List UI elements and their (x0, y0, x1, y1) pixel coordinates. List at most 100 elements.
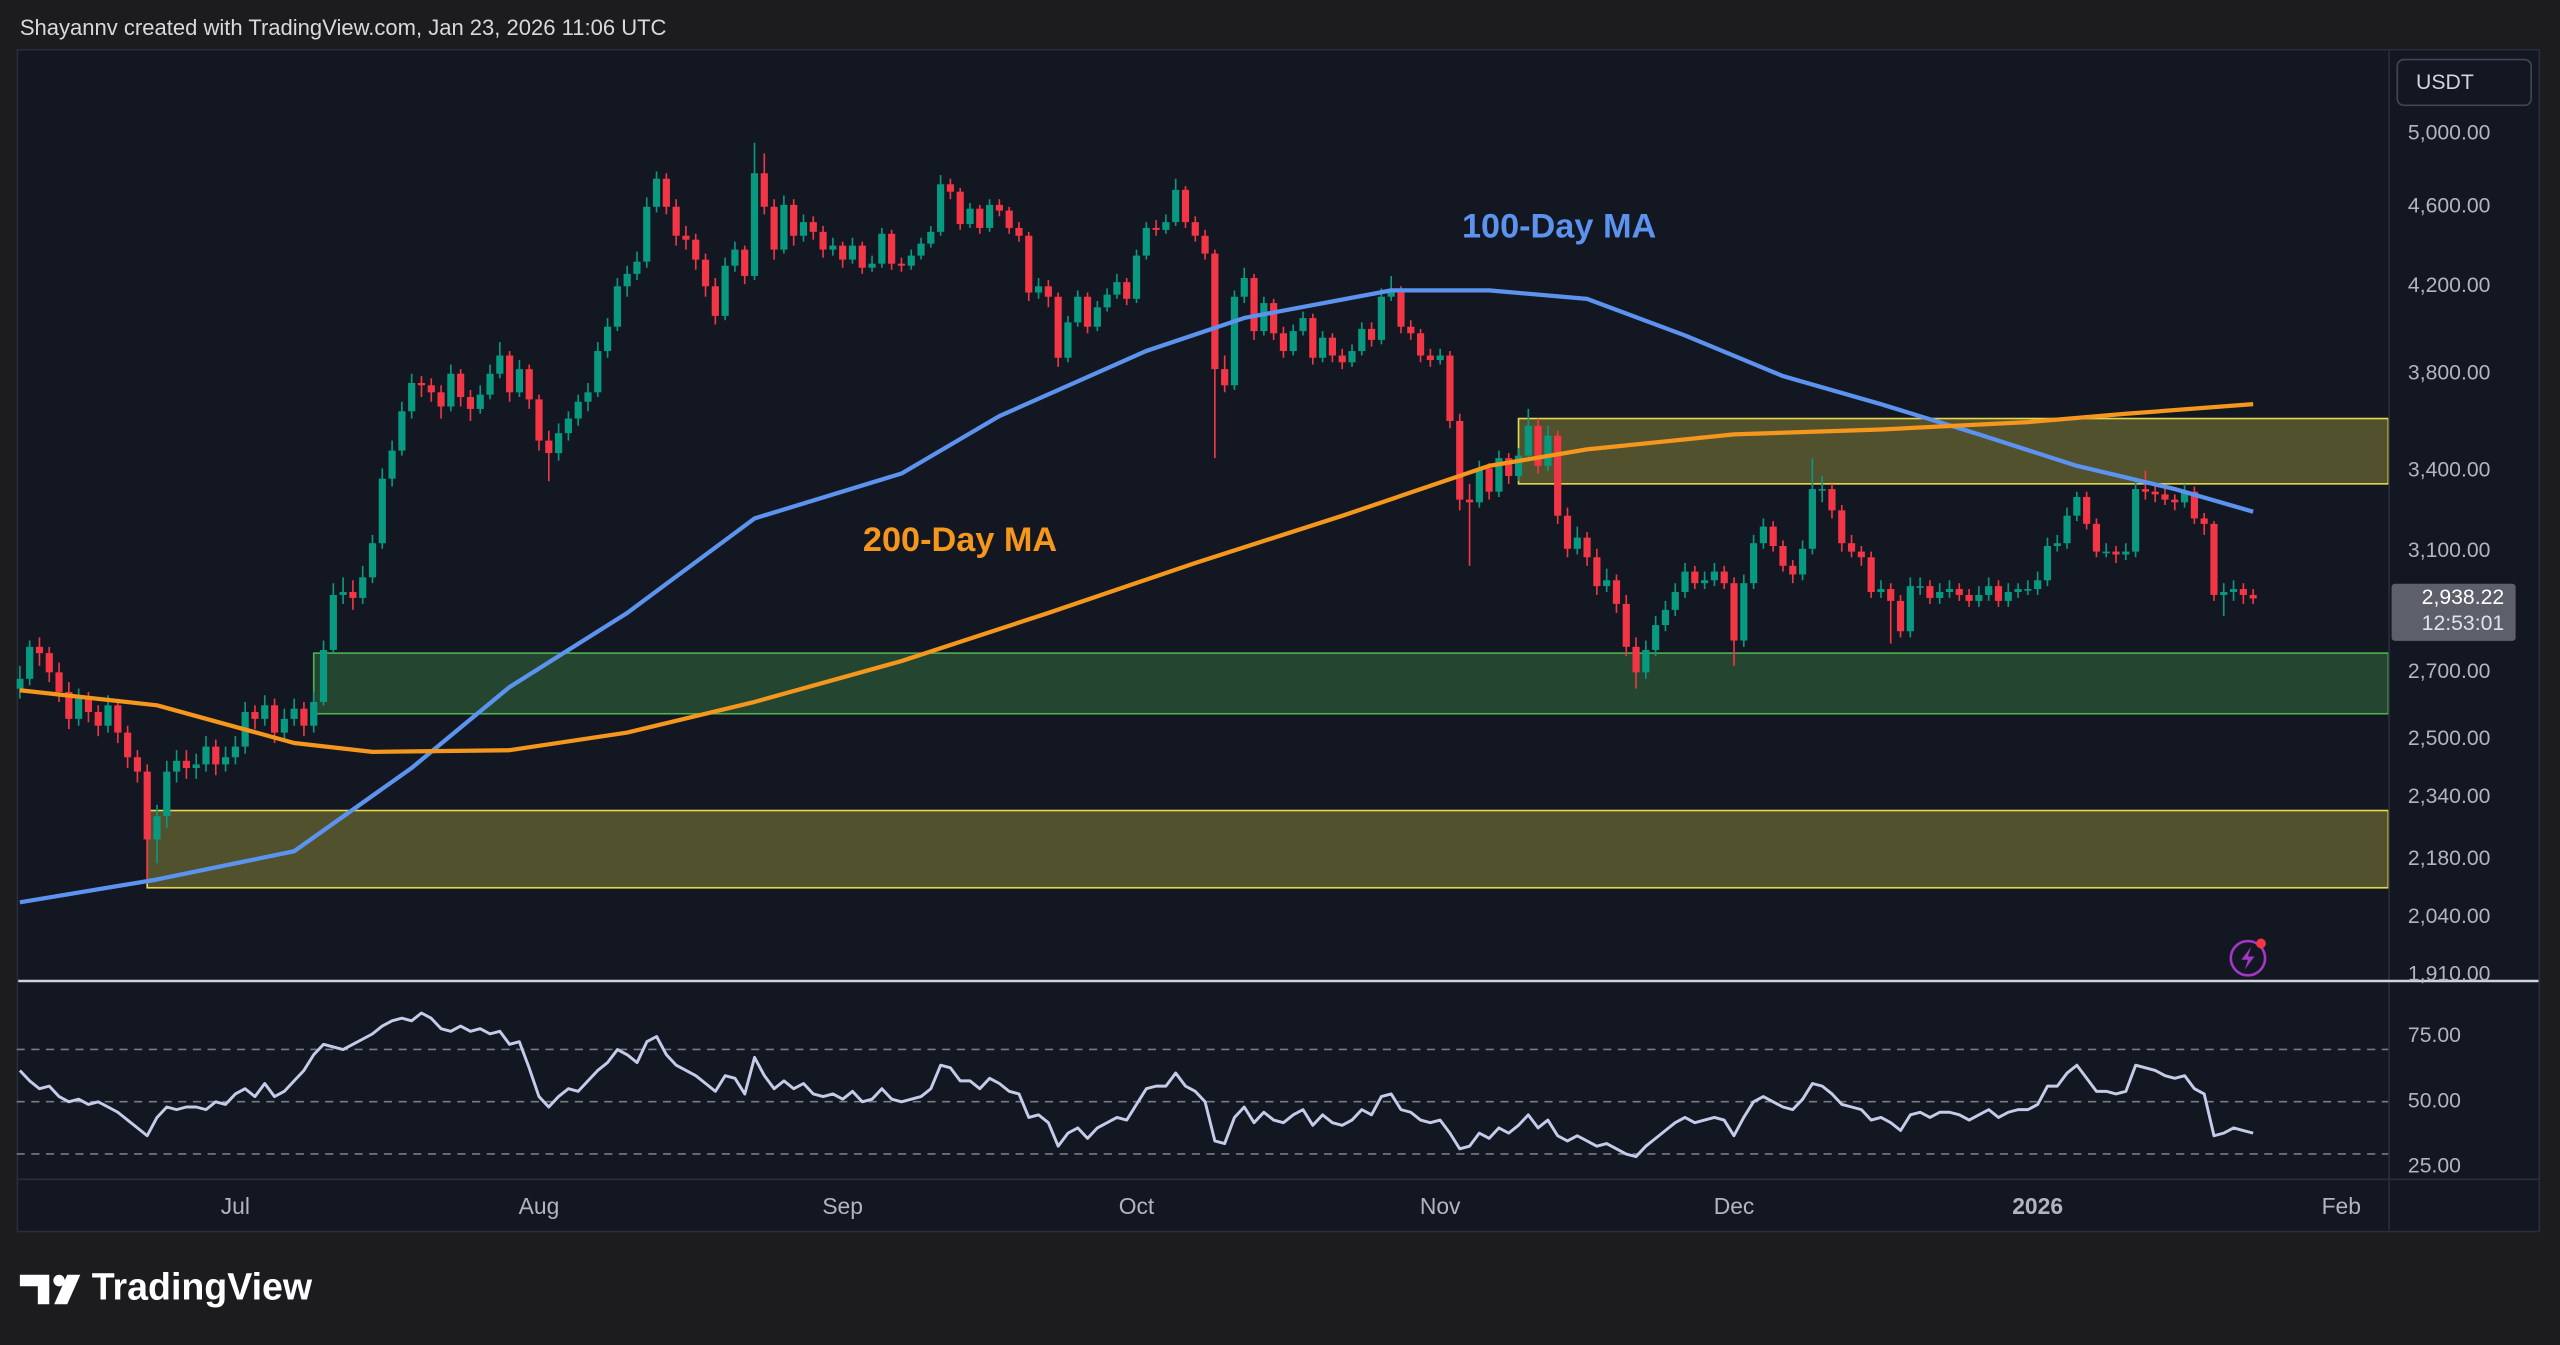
candle-body (672, 206, 680, 236)
candle-body (114, 705, 122, 733)
candle-body (1847, 543, 1856, 552)
candle-body (741, 249, 749, 276)
candle-body (2220, 591, 2228, 595)
candle-body (1279, 333, 1288, 352)
x-tick-label: Jul (221, 1193, 250, 1219)
candle-body (701, 259, 710, 287)
candle-body (1495, 458, 1503, 492)
candle-body (1221, 369, 1229, 386)
candle-body (153, 816, 161, 840)
candle-body (1436, 355, 1444, 361)
candle-body (202, 746, 210, 765)
candle-body (1485, 468, 1493, 492)
candle-body (839, 245, 847, 260)
candle-body (819, 231, 827, 250)
candle-body (937, 184, 945, 232)
candle-body (280, 718, 288, 733)
candle-body (711, 286, 719, 316)
y-tick-label: 2,500.00 (2408, 727, 2491, 750)
candle-body (1975, 594, 1983, 601)
candle-body (1250, 277, 1258, 332)
chart-panel (16, 48, 2541, 1233)
candle-body (760, 173, 768, 207)
candle-body (956, 191, 964, 225)
candle-body (1416, 333, 1425, 356)
currency-box[interactable] (2396, 58, 2532, 107)
price-pane (16, 142, 2389, 905)
brand-name: TradingView (92, 1265, 313, 1307)
y-tick-label: 2,340.00 (2408, 785, 2491, 808)
candle-body (966, 208, 974, 225)
candle-body (339, 591, 347, 595)
candle-body (829, 245, 837, 250)
candle-body (564, 418, 572, 434)
rsi-pane (16, 1011, 2389, 1159)
candle-body (1828, 489, 1836, 511)
candle-body (221, 757, 230, 765)
candle-body (1152, 227, 1160, 230)
candle-body (1309, 318, 1317, 358)
candle-body (2190, 491, 2198, 519)
candle-body (427, 385, 435, 393)
candle-body (1544, 435, 1552, 466)
candle-body (1319, 337, 1327, 358)
candle-body (1260, 303, 1268, 332)
countdown-label: 12:53:01 (2422, 612, 2505, 635)
candle-body (1446, 355, 1454, 421)
candle-body (2239, 589, 2247, 595)
logo-mark (54, 1274, 81, 1305)
candle-body (1994, 586, 2003, 601)
x-tick-label: 2026 (2012, 1193, 2063, 1219)
candle-body (270, 705, 279, 733)
candle-body (1759, 526, 1767, 544)
candle-body (1191, 222, 1199, 236)
candle-body (1906, 586, 1914, 632)
y-tick-label: 2,180.00 (2408, 847, 2491, 870)
candle-body (1642, 649, 1650, 673)
candle-body (1172, 189, 1180, 223)
candle-body (682, 235, 690, 240)
candle-body (584, 392, 592, 402)
candle-body (1475, 468, 1483, 503)
candle-body (35, 646, 44, 654)
candle-body (1818, 489, 1826, 491)
candle-body (1563, 515, 1572, 549)
alert-dot[interactable] (2256, 938, 2266, 949)
candle-body (1740, 583, 1748, 641)
candle-body (75, 698, 83, 719)
candle-body (1652, 625, 1660, 650)
y-tick-label: 75.00 (2408, 1024, 2461, 1047)
candle-body (1710, 571, 1719, 581)
candle-body (1632, 646, 1640, 673)
candle-body (2210, 523, 2218, 595)
y-tick-label: 2,700.00 (2408, 660, 2491, 683)
candle-body (261, 705, 269, 719)
candle-body (574, 401, 582, 419)
candle-body (1358, 328, 1366, 352)
candle-body (2043, 545, 2052, 581)
candle-body (1054, 296, 1062, 358)
candle-body (2171, 499, 2179, 503)
series-label: 200-Day MA (863, 521, 1057, 559)
candle-body (163, 771, 171, 817)
candle-body (447, 373, 455, 407)
candle-body (1779, 545, 1787, 566)
alert-icon[interactable] (2229, 938, 2267, 977)
candle-body (2092, 523, 2101, 552)
candle-body (662, 178, 670, 207)
candle-body (858, 245, 866, 268)
alert-bolt[interactable] (2241, 946, 2255, 970)
candle-body (1769, 526, 1777, 546)
candle-body (1074, 296, 1082, 323)
series-label: 100-Day MA (1462, 208, 1656, 246)
alert-ring[interactable] (2229, 939, 2267, 977)
last-price-box (2391, 583, 2516, 641)
candle-body (1720, 571, 1728, 584)
candle-body (692, 239, 700, 260)
candle-body (1945, 589, 1954, 592)
candle-body (1426, 355, 1434, 361)
y-tick-label: 4,200.00 (2408, 274, 2491, 297)
currency[interactable]: USDT (2416, 71, 2474, 94)
candle-body (1456, 420, 1464, 500)
y-tick-label: 3,100.00 (2408, 539, 2491, 562)
